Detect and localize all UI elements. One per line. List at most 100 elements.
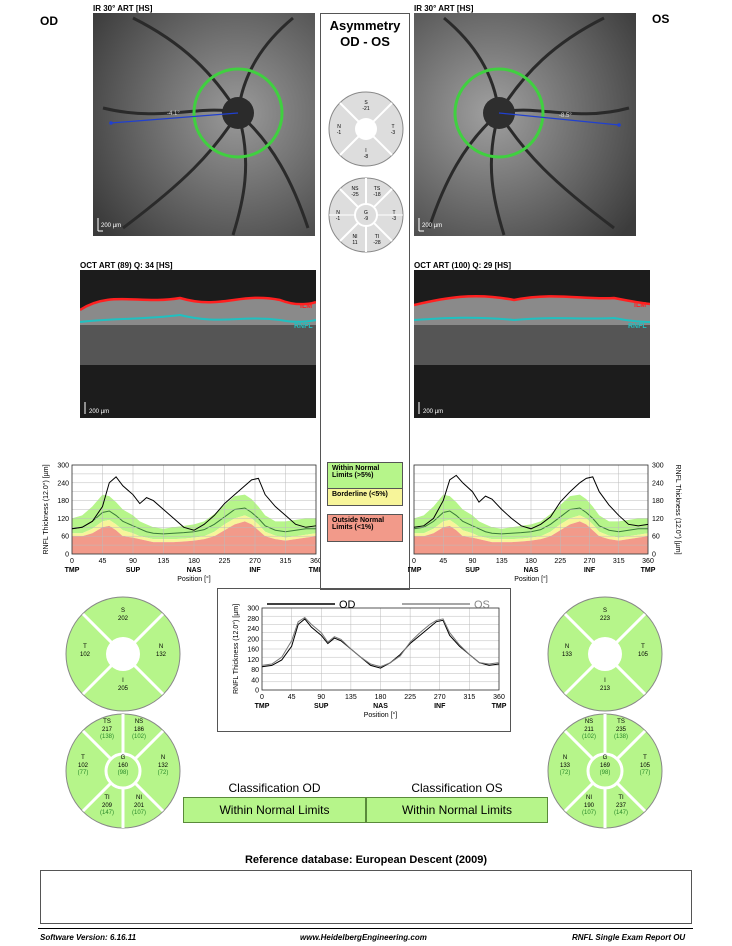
x-tick-label: 270	[584, 558, 596, 565]
os-t-label: T	[641, 644, 645, 650]
x-tick-label: 0	[260, 694, 264, 701]
y-tick-label: 0	[255, 688, 259, 695]
os-n-label: N	[565, 644, 569, 650]
od-ts-ref: (138)	[100, 734, 114, 740]
asym-i-value: -8	[364, 154, 369, 160]
asym-s-label: S	[364, 100, 368, 106]
asymmetry-panel	[320, 13, 410, 590]
normative-mean-line	[413, 507, 648, 535]
os-label: OS	[652, 12, 670, 26]
sector-label: NAS	[187, 567, 202, 574]
od-ir-scale: 200 µm	[101, 223, 121, 229]
plot-frame	[261, 607, 500, 691]
asymmetry-title-line2: OD - OS	[340, 34, 390, 49]
x-tick-label: 45	[99, 558, 107, 565]
y-tick-label: 60	[61, 534, 69, 541]
od-ti-value: 209	[102, 803, 113, 809]
os-s-label: S	[603, 608, 607, 614]
od-ts-value: 217	[102, 727, 113, 733]
footer-software-version: Software Version: 6.16.11	[40, 933, 137, 942]
od-ni-ref: (107)	[132, 810, 146, 816]
od-angle-label: -4.1°	[167, 111, 180, 117]
od-ns-label: NS	[135, 719, 143, 725]
x-tick-label: 180	[188, 558, 200, 565]
od-i-label: I	[122, 678, 124, 684]
os-n-value: 133	[562, 652, 573, 658]
od-ti-ref: (147)	[100, 810, 114, 816]
plot-frame	[71, 464, 317, 555]
os-t2-ref: (77)	[640, 770, 651, 776]
os-t-value: 105	[638, 652, 649, 658]
od-ir-caption: IR 30° ART [HS]	[93, 4, 153, 13]
od-oct-caption: OCT ART (89) Q: 34 [HS]	[80, 261, 173, 270]
x-tick-label: 90	[317, 694, 325, 701]
x-tick-label: 315	[464, 694, 476, 701]
od-t2-ref: (77)	[78, 770, 89, 776]
os-ir-caption: IR 30° ART [HS]	[414, 4, 474, 13]
comments-box[interactable]	[40, 870, 692, 924]
asym-t2-value: -3	[392, 216, 397, 222]
os-oct-scale: 200 µm	[423, 409, 443, 415]
os-oct-image: ILM RNFL 200 µm	[414, 270, 650, 418]
od-ns-value: 186	[134, 727, 145, 733]
asym-n-value: -1	[337, 130, 342, 136]
os-t2-label: T	[643, 755, 647, 761]
plot-frame	[413, 464, 649, 555]
y-tick-label: 300	[652, 463, 664, 470]
sector-label: SUP	[126, 567, 141, 574]
od-g-ref: (98)	[118, 770, 129, 776]
normative-mean-line	[71, 507, 316, 535]
classification-os-value: Within Normal Limits	[366, 797, 548, 823]
x-tick-label: 135	[345, 694, 357, 701]
asym-ti-label: TI	[375, 234, 379, 240]
os-ilm-label: ILM	[634, 302, 646, 309]
os-n2-label: N	[563, 755, 567, 761]
legend-outside: Outside Normal Limits (<1%)	[327, 514, 403, 542]
y-tick-label: 60	[652, 534, 660, 541]
od-rnfl-label: RNFL	[294, 323, 313, 330]
od-fundus-image: -4.1° 200 µm	[93, 13, 315, 236]
y-tick-label: 200	[247, 636, 259, 643]
asymmetry-title: Asymmetry OD - OS	[320, 18, 410, 50]
series-line-os	[261, 616, 500, 668]
x-tick-label: 0	[70, 558, 74, 565]
x-tick-label: 45	[288, 694, 296, 701]
x-axis-label: Position [°]	[364, 711, 398, 719]
x-tick-label: 225	[404, 694, 416, 701]
os-i-value: 213	[600, 686, 611, 692]
os-ni-ref: (107)	[582, 810, 596, 816]
x-tick-label: 225	[554, 558, 566, 565]
os-n2-ref: (72)	[560, 770, 571, 776]
sector-label: TMP	[309, 567, 320, 574]
y-tick-label: 120	[247, 657, 259, 664]
sector-label: SUP	[314, 703, 329, 710]
y-tick-label: 180	[57, 498, 69, 505]
os-g-ref: (98)	[600, 770, 611, 776]
sector-label: TMP	[65, 567, 80, 574]
sector-label: TMP	[408, 567, 422, 574]
x-tick-label: 360	[493, 694, 505, 701]
asym-ts-value: -18	[373, 192, 380, 198]
os-ts-ref: (138)	[614, 734, 628, 740]
asym-ni-value: 11	[352, 240, 357, 246]
x-tick-label: 360	[310, 558, 320, 565]
asymmetry-sector-pie: NS -25 TS -18 N -1 G -9 T -3 NI 11 TI -2…	[328, 177, 404, 253]
x-tick-label: 45	[439, 558, 447, 565]
asym-g-label: G	[364, 210, 368, 216]
classification-od-value: Within Normal Limits	[183, 797, 366, 823]
y-tick-label: 160	[247, 647, 259, 654]
y-tick-label: 240	[57, 480, 69, 487]
y-tick-label: 120	[57, 516, 69, 523]
x-tick-label: 90	[129, 558, 137, 565]
x-axis-label: Position [°]	[177, 575, 211, 583]
asym-t-value: -3	[391, 130, 396, 136]
y-axis-label: RNFL Thickness (12.0°) [µm]	[674, 464, 682, 554]
series-line-os	[413, 474, 649, 530]
sector-label: TMP	[492, 703, 507, 710]
od-i-value: 205	[118, 686, 129, 692]
x-tick-label: 315	[280, 558, 292, 565]
series-line-od	[71, 476, 317, 531]
asym-g-value: -9	[364, 216, 369, 222]
classification-od-label: Classification OD	[228, 781, 321, 795]
y-tick-label: 120	[652, 516, 664, 523]
